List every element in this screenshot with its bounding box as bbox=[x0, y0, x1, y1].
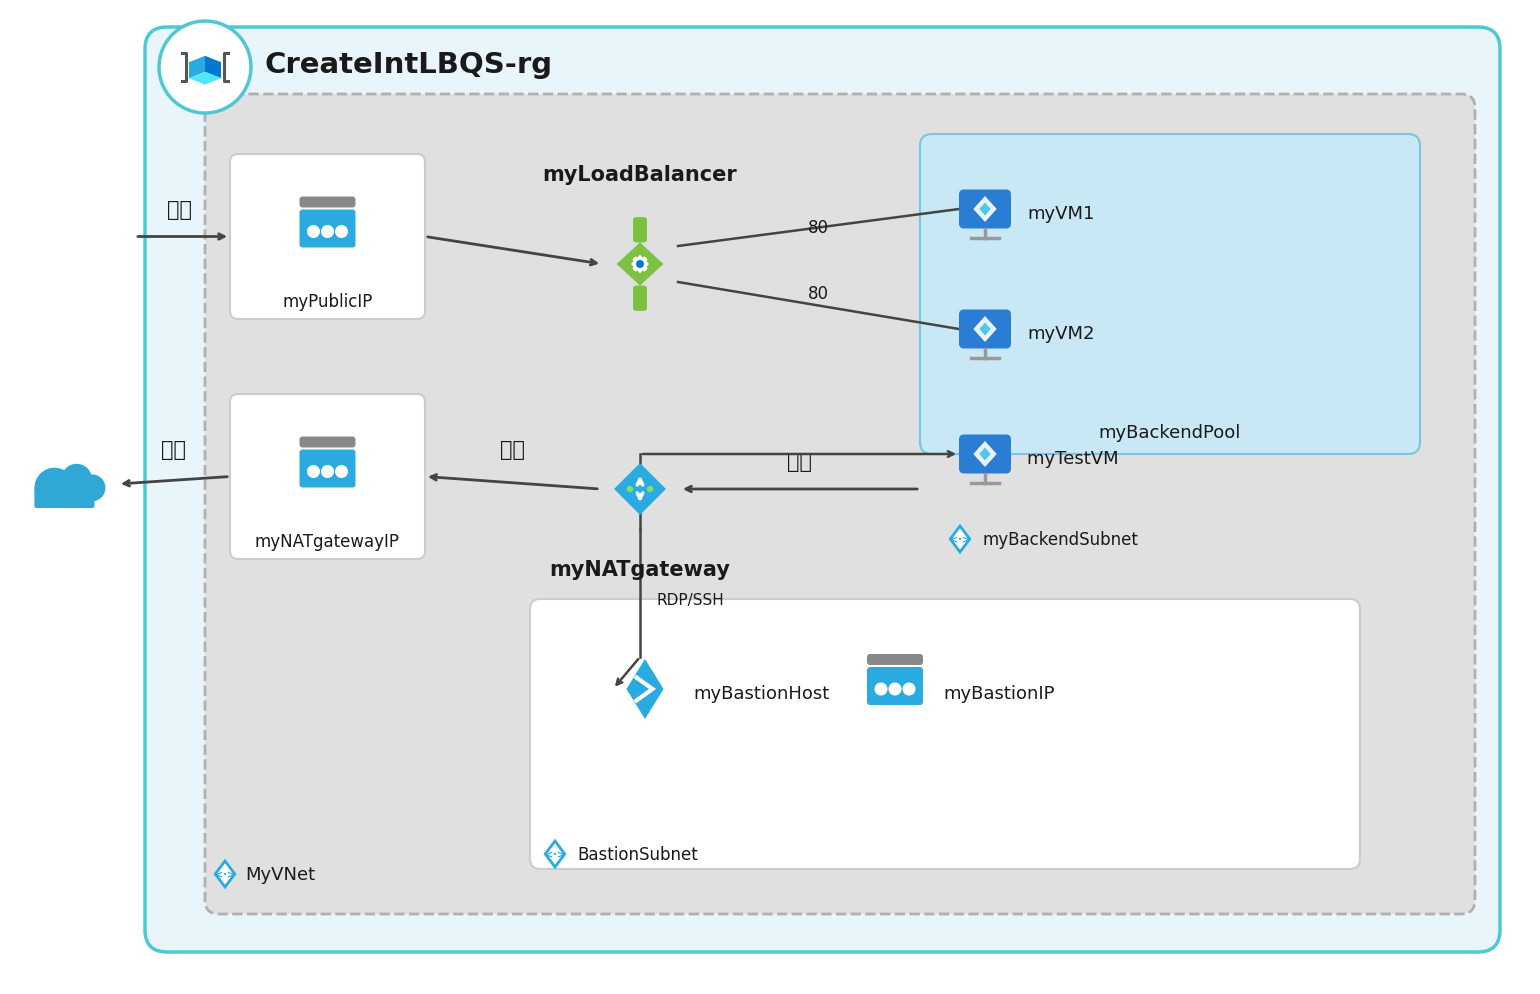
Circle shape bbox=[902, 683, 915, 696]
Polygon shape bbox=[973, 197, 996, 223]
FancyBboxPatch shape bbox=[229, 395, 425, 560]
FancyBboxPatch shape bbox=[867, 654, 922, 665]
FancyBboxPatch shape bbox=[959, 435, 1010, 474]
FancyBboxPatch shape bbox=[867, 667, 922, 706]
Polygon shape bbox=[189, 73, 222, 85]
Polygon shape bbox=[979, 323, 990, 336]
Text: myNATgatewayIP: myNATgatewayIP bbox=[256, 533, 400, 551]
Polygon shape bbox=[614, 463, 665, 516]
FancyBboxPatch shape bbox=[919, 135, 1420, 454]
Text: myBackendSubnet: myBackendSubnet bbox=[983, 531, 1138, 549]
Circle shape bbox=[159, 22, 251, 114]
Text: myBackendPool: myBackendPool bbox=[1100, 423, 1241, 441]
Polygon shape bbox=[189, 57, 205, 80]
Circle shape bbox=[79, 475, 105, 502]
Text: RDP/SSH: RDP/SSH bbox=[656, 591, 724, 607]
Circle shape bbox=[320, 465, 334, 478]
Text: <·>: <·> bbox=[545, 849, 565, 859]
Polygon shape bbox=[216, 861, 234, 887]
Circle shape bbox=[647, 486, 653, 493]
Text: 80: 80 bbox=[808, 284, 829, 303]
Circle shape bbox=[320, 226, 334, 239]
Polygon shape bbox=[205, 57, 222, 80]
FancyBboxPatch shape bbox=[299, 450, 356, 488]
Text: 出站: 出站 bbox=[500, 439, 525, 459]
Polygon shape bbox=[973, 441, 996, 467]
FancyBboxPatch shape bbox=[229, 155, 425, 320]
Text: myNATgateway: myNATgateway bbox=[550, 560, 730, 580]
Text: myLoadBalancer: myLoadBalancer bbox=[542, 165, 738, 185]
Text: <·>: <·> bbox=[950, 535, 970, 545]
FancyBboxPatch shape bbox=[633, 286, 647, 311]
Polygon shape bbox=[545, 841, 565, 867]
Circle shape bbox=[306, 465, 320, 478]
Circle shape bbox=[62, 464, 92, 495]
Text: 出站: 出站 bbox=[162, 439, 186, 459]
FancyBboxPatch shape bbox=[959, 310, 1010, 349]
Circle shape bbox=[627, 486, 633, 493]
Text: 出站: 出站 bbox=[787, 451, 813, 471]
Circle shape bbox=[336, 226, 348, 239]
FancyBboxPatch shape bbox=[530, 599, 1360, 869]
FancyBboxPatch shape bbox=[145, 28, 1500, 952]
Polygon shape bbox=[950, 527, 970, 553]
FancyBboxPatch shape bbox=[299, 197, 356, 209]
FancyBboxPatch shape bbox=[299, 437, 356, 448]
Text: CreateIntLBQS-rg: CreateIntLBQS-rg bbox=[265, 51, 553, 79]
Text: myBastionHost: myBastionHost bbox=[693, 684, 829, 703]
Text: BastionSubnet: BastionSubnet bbox=[578, 845, 698, 863]
Polygon shape bbox=[979, 448, 990, 461]
Text: 入站: 入站 bbox=[168, 200, 192, 220]
Polygon shape bbox=[627, 659, 664, 720]
Text: myVM1: myVM1 bbox=[1027, 205, 1095, 223]
Circle shape bbox=[631, 256, 648, 273]
Circle shape bbox=[336, 465, 348, 478]
Text: <·>: <·> bbox=[216, 869, 236, 879]
FancyBboxPatch shape bbox=[205, 94, 1475, 914]
Polygon shape bbox=[979, 204, 990, 217]
Text: myTestVM: myTestVM bbox=[1027, 449, 1130, 467]
Text: myBastionIP: myBastionIP bbox=[942, 684, 1055, 703]
FancyBboxPatch shape bbox=[633, 218, 647, 244]
Text: myPublicIP: myPublicIP bbox=[282, 292, 373, 311]
Text: myVM2: myVM2 bbox=[1027, 325, 1095, 343]
Polygon shape bbox=[616, 244, 664, 286]
Polygon shape bbox=[973, 317, 996, 343]
Text: 80: 80 bbox=[808, 219, 829, 237]
FancyBboxPatch shape bbox=[34, 488, 94, 509]
Circle shape bbox=[306, 226, 320, 239]
Circle shape bbox=[636, 260, 644, 268]
Circle shape bbox=[889, 683, 901, 696]
FancyBboxPatch shape bbox=[299, 211, 356, 248]
Text: MyVNet: MyVNet bbox=[245, 865, 316, 883]
Circle shape bbox=[34, 468, 75, 509]
FancyBboxPatch shape bbox=[959, 190, 1010, 230]
Circle shape bbox=[875, 683, 887, 696]
